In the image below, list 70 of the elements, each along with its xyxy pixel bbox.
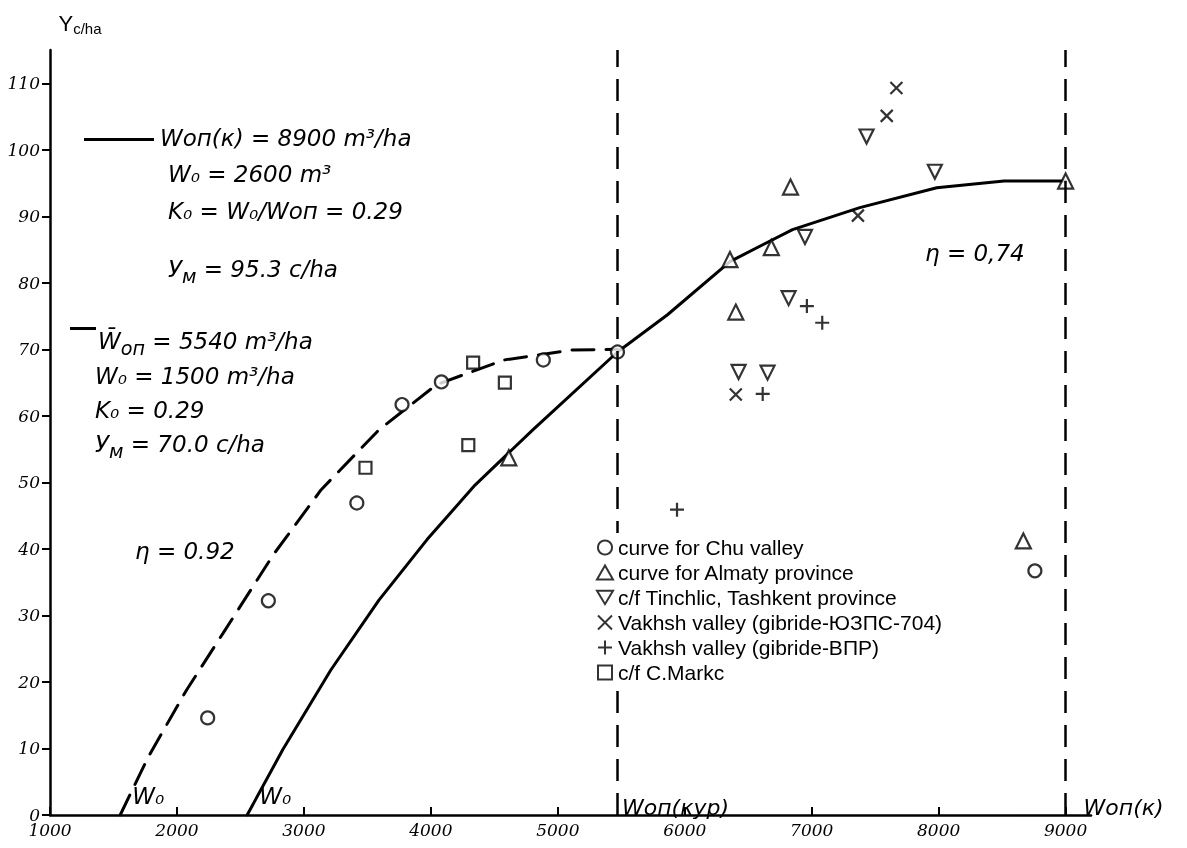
y-tick-label: 60 [18, 405, 41, 426]
x-tick-label: 3000 [282, 819, 326, 840]
point [814, 314, 831, 331]
x-tick-label: 2000 [154, 819, 199, 840]
point [780, 290, 797, 307]
y-tick-label: 30 [18, 605, 41, 626]
annotation: W̄$_{оп}$ = 5540 m³/ha [98, 328, 313, 360]
x-tick-label: 8000 [917, 819, 961, 840]
point [727, 303, 745, 321]
point [497, 375, 512, 390]
point [796, 228, 814, 246]
point [879, 108, 894, 123]
legend-label: curve for Almaty province [618, 561, 854, 584]
point [1014, 532, 1032, 550]
y-tick-label: 90 [18, 206, 41, 227]
ref-line-label: Wоп(к) [1083, 794, 1164, 820]
y-tick-label: 10 [18, 738, 41, 759]
annotation: η = 0.92 [135, 538, 235, 564]
annotation: W₀ [132, 783, 165, 809]
point [668, 501, 686, 518]
point [730, 363, 747, 381]
annotation: K₀ = 0.29 [95, 397, 205, 423]
annotation: Wоп(к) = 8900 m³/ha [160, 125, 412, 151]
point [349, 495, 365, 511]
x-tick-label: 7000 [790, 819, 834, 840]
x-tick-label: 6000 [663, 819, 707, 840]
point [394, 396, 410, 413]
annotation: K₀ = W₀/Wоп = 0.29 [168, 198, 403, 224]
point [433, 374, 449, 390]
point [926, 163, 943, 180]
point [728, 387, 743, 402]
point [798, 298, 815, 315]
x-tick-label: 4000 [408, 819, 453, 840]
point [535, 352, 551, 368]
legend-label: Vakhsh valley (gibride-ЮЗПС-704) [618, 611, 943, 634]
x-tick-label: 5000 [536, 819, 580, 840]
legend-label: Vakhsh valley (gibride-ВПР) [618, 636, 879, 659]
annotation: η = 0,74 [925, 240, 1025, 266]
annotation: W₀ = 1500 m³/ha [95, 363, 295, 389]
y-tick-label: 20 [17, 671, 41, 692]
point [1027, 563, 1043, 579]
y-tick-label: 40 [17, 538, 41, 559]
annotation: W₀ = 2600 m³ [168, 161, 332, 187]
point [466, 355, 481, 370]
y-tick-label: 100 [7, 139, 41, 160]
y-tick-label: 70 [18, 339, 41, 360]
point [754, 385, 771, 403]
point [721, 250, 739, 269]
legend-label: c/f C.Markc [618, 661, 725, 684]
point [759, 364, 776, 381]
legend-label: curve for Chu valley [618, 536, 805, 559]
x-tick-label: 9000 [1043, 819, 1088, 840]
point [358, 460, 373, 475]
annotation: У$_{м}$ = 70.0 c/ha [95, 431, 265, 463]
ref-line-label: Wоп(кур) [621, 794, 729, 820]
point [889, 80, 904, 96]
legend-label: c/f Tinchlic, Tashkent province [618, 586, 897, 609]
point [200, 710, 216, 726]
annotation: W₀ [259, 783, 292, 809]
point [461, 438, 476, 453]
y-tick-label: 110 [7, 73, 41, 94]
annotation: У$_{м}$ = 95.3 c/ha [168, 256, 338, 288]
point [850, 208, 866, 223]
point [858, 128, 875, 145]
point [781, 178, 800, 196]
point [260, 593, 276, 609]
point [762, 238, 780, 257]
y-tick-label: 50 [18, 472, 41, 493]
y-tick-label: 80 [18, 272, 41, 293]
point [500, 449, 518, 467]
